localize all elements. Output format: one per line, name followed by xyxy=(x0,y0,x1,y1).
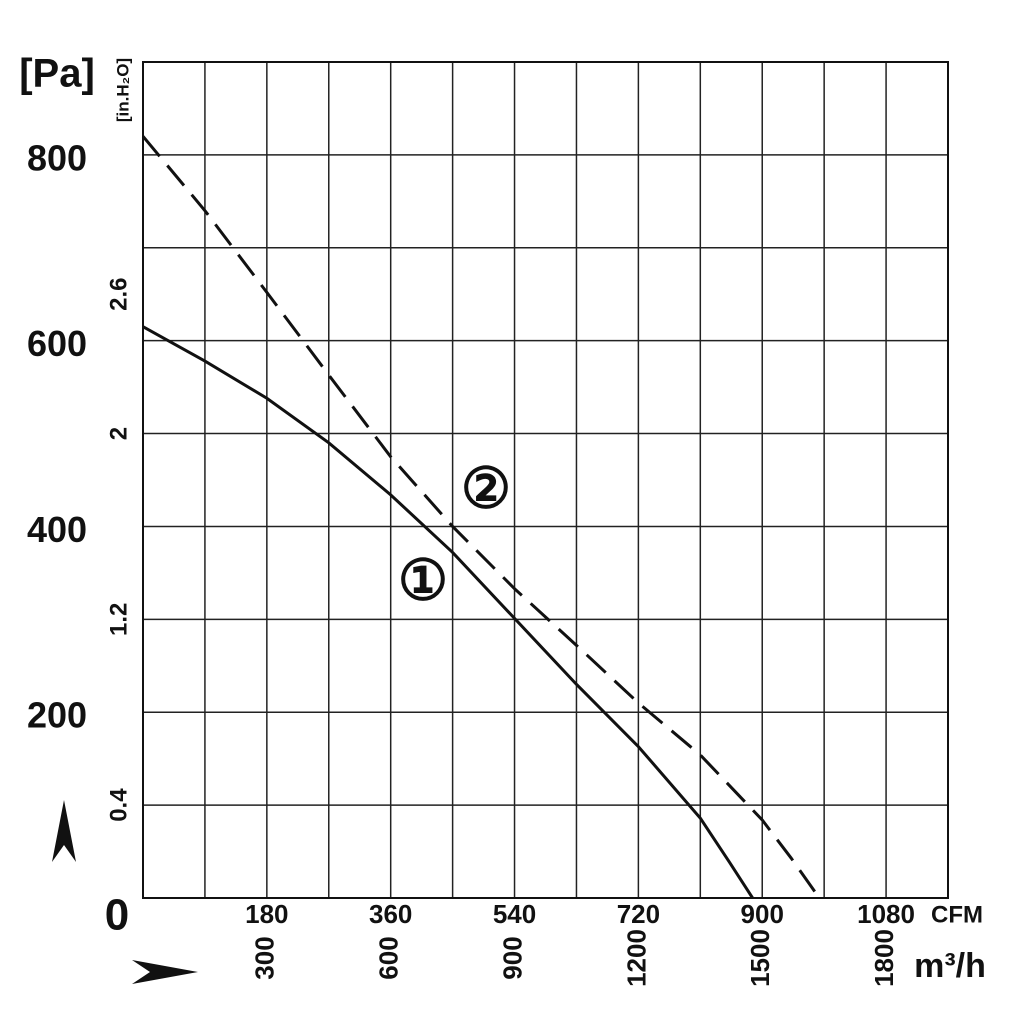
x-tick-label: 900 xyxy=(741,899,784,929)
y2-tick-label: 0.4 xyxy=(105,788,132,822)
curve xyxy=(141,135,821,899)
y-tick-label: 800 xyxy=(27,137,87,178)
x-axis-arrow xyxy=(132,960,198,984)
y-tick-label: 400 xyxy=(27,509,87,550)
x2-tick-label: 1500 xyxy=(745,929,775,987)
x2-tick-label: 300 xyxy=(250,936,280,979)
x2-tick-label: 1200 xyxy=(621,929,651,987)
x-tick-label: 720 xyxy=(617,899,660,929)
curve-label: ① xyxy=(398,548,448,614)
x-tick-label: 360 xyxy=(369,899,412,929)
y-tick-label: 0 xyxy=(105,891,129,940)
curve xyxy=(142,325,754,899)
x2-tick-label: 900 xyxy=(497,936,527,979)
plot-frame xyxy=(142,61,949,899)
y2-tick-label: 2.6 xyxy=(105,278,132,311)
x-tick-label: 180 xyxy=(245,899,288,929)
x2-tick-label: 1800 xyxy=(869,929,899,987)
x2-unit: m³/h xyxy=(914,947,986,985)
y-tick-label: 600 xyxy=(27,323,87,364)
x-unit: CFM xyxy=(931,901,983,928)
y2-unit: [in.H₂O] xyxy=(113,58,132,122)
y2-tick-label: 2 xyxy=(105,427,132,440)
x-tick-label: 540 xyxy=(493,899,536,929)
y2-tick-label: 1.2 xyxy=(105,603,132,636)
y-unit: [Pa] xyxy=(19,52,95,96)
curve-label: ② xyxy=(461,456,511,522)
y-axis-arrow xyxy=(52,800,76,862)
y-tick-label: 200 xyxy=(27,695,87,736)
x-tick-label: 1080 xyxy=(857,899,915,929)
x2-tick-label: 600 xyxy=(374,936,404,979)
